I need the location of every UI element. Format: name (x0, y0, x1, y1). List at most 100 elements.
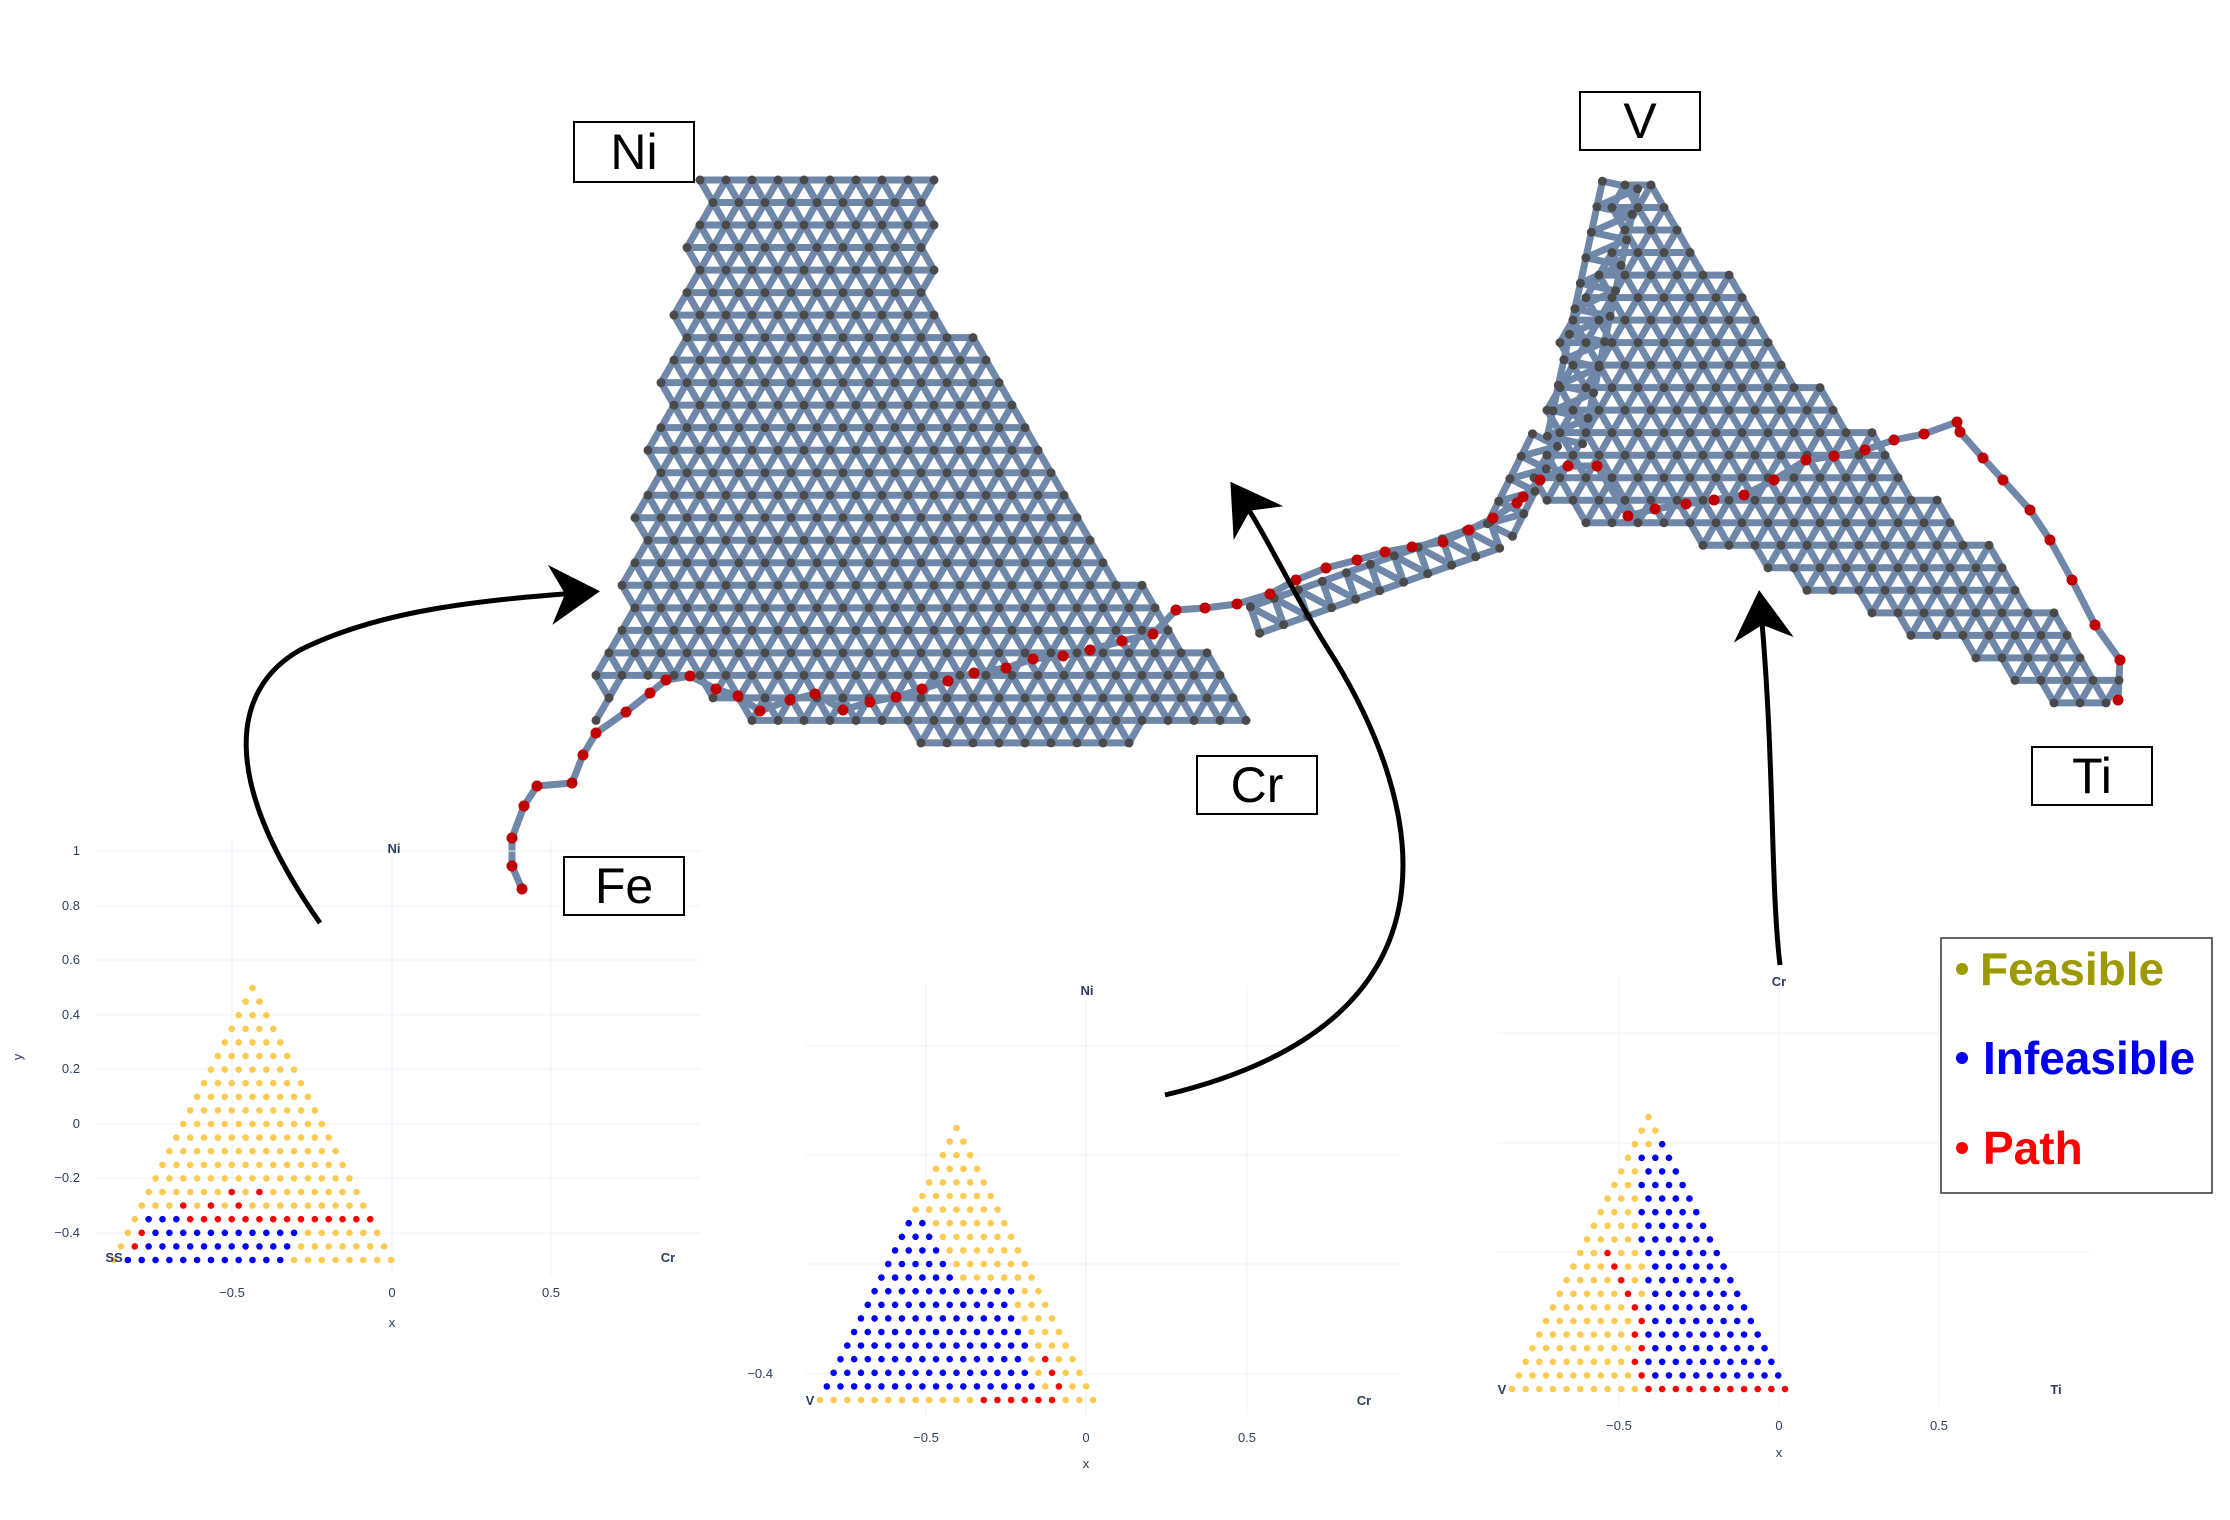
path-point (1604, 1249, 1611, 1257)
infeasible-point (912, 1369, 919, 1377)
feasible-point (242, 1052, 249, 1060)
feasible-point (960, 1192, 967, 1200)
feasible-point (932, 1219, 940, 1227)
network-node (1542, 431, 1552, 441)
feasible-point (318, 1256, 326, 1264)
feasible-point (1062, 1396, 1069, 1404)
legend-label-feasible: Feasible (1980, 943, 2164, 995)
network-node (760, 693, 770, 703)
feasible-point (249, 1066, 256, 1073)
feasible-point (898, 1396, 906, 1404)
infeasible-point (1021, 1369, 1029, 1377)
network-path-edge (1740, 476, 1778, 499)
network-node (1698, 450, 1708, 460)
infeasible-point (905, 1355, 913, 1363)
infeasible-point (939, 1315, 947, 1322)
infeasible-point (256, 1243, 263, 1250)
infeasible-point (973, 1383, 981, 1390)
feasible-point (1000, 1247, 1008, 1254)
feasible-point (1048, 1315, 1056, 1322)
feasible-point (1576, 1304, 1584, 1311)
feasible-point (290, 1175, 298, 1182)
network-node (1137, 715, 1147, 725)
network-node (1893, 563, 1903, 573)
feasible-point (939, 1233, 947, 1241)
network-node (1059, 670, 1069, 680)
ternary-plot-cr-v-ti: Cr V Ti −0.5 0 0.5 x (1497, 974, 2090, 1460)
feasible-point (159, 1188, 166, 1196)
infeasible-point (1665, 1290, 1673, 1298)
network-node (1163, 625, 1173, 635)
network-node (968, 693, 978, 703)
network-node (1150, 648, 1160, 658)
feasible-point (214, 1134, 222, 1141)
network-edge (1246, 603, 1288, 629)
network-node (734, 288, 744, 298)
network-node (1672, 315, 1682, 325)
infeasible-point (1686, 1331, 1693, 1338)
plot1-ytick: 0.8 (62, 898, 80, 913)
network-path-node (1562, 460, 1574, 472)
path-point (131, 1243, 139, 1250)
network-path-node (732, 690, 744, 702)
network-node (1542, 495, 1552, 505)
feasible-point (1014, 1274, 1022, 1281)
network-node (799, 580, 809, 590)
network-edge (1560, 356, 1603, 371)
network-node (1945, 608, 1955, 618)
network-node (1581, 518, 1591, 528)
feasible-point (339, 1243, 346, 1250)
network-node (1020, 648, 1030, 658)
infeasible-point (1014, 1355, 1022, 1363)
infeasible-point (1692, 1372, 1700, 1379)
network-path-node (1199, 602, 1211, 614)
infeasible-point (1679, 1208, 1686, 1216)
network-node (1815, 518, 1825, 528)
label-v-text: V (1623, 93, 1657, 149)
network-edge (1390, 552, 1432, 578)
network-node (1841, 518, 1851, 528)
network-node (1906, 495, 1916, 505)
network-node (903, 400, 913, 410)
infeasible-point (891, 1383, 899, 1390)
feasible-point (256, 1134, 263, 1141)
feasible-point (263, 1175, 270, 1182)
network-path-node (1888, 434, 1900, 446)
feasible-point (1522, 1358, 1529, 1366)
network-node (877, 310, 887, 320)
label-cr-text: Cr (1231, 757, 1284, 813)
feasible-point (1055, 1355, 1063, 1363)
network-node (1611, 286, 1621, 296)
network-node (916, 558, 926, 568)
network-node (994, 378, 1004, 388)
network-node (1059, 580, 1069, 590)
network-node (812, 603, 822, 613)
network-node (1997, 653, 2007, 663)
network-node (1685, 338, 1695, 348)
infeasible-point (1652, 1208, 1659, 1216)
network-node (1471, 552, 1481, 562)
infeasible-point (1007, 1342, 1015, 1349)
feasible-point (311, 1243, 319, 1250)
infeasible-point (1713, 1249, 1721, 1257)
feasible-point (325, 1188, 332, 1196)
network-node (1559, 355, 1569, 365)
network-node (916, 198, 926, 208)
feasible-point (1611, 1236, 1618, 1243)
infeasible-point (1692, 1263, 1700, 1270)
infeasible-point (1652, 1181, 1659, 1189)
feasible-point (318, 1175, 326, 1182)
network-node (786, 333, 796, 343)
infeasible-point (1652, 1317, 1659, 1325)
network-node (838, 648, 848, 658)
network-edge (1587, 210, 1636, 236)
feasible-point (1604, 1331, 1611, 1338)
network-node (760, 513, 770, 523)
network-node (1698, 360, 1708, 370)
network-node (747, 490, 757, 500)
network-path-edge (508, 802, 528, 842)
network-edge (1598, 177, 1642, 193)
feasible-point (1631, 1276, 1639, 1284)
feasible-point (946, 1138, 953, 1145)
network-node (669, 670, 679, 680)
